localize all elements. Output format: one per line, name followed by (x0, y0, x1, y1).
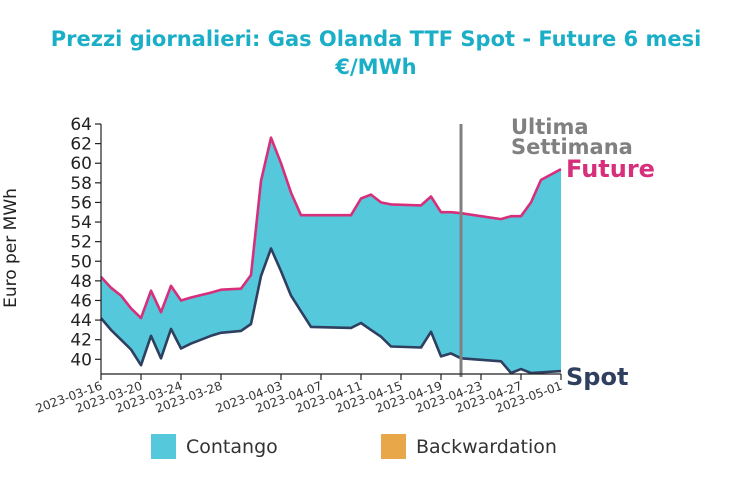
future-series-label: Future (566, 155, 655, 183)
contango-fill-area (101, 137, 561, 373)
spot-series-label: Spot (566, 363, 628, 391)
y-tick-label: 46 (70, 291, 92, 311)
legend-swatch-backwardation (381, 434, 406, 459)
y-tick-label: 56 (70, 193, 92, 213)
y-tick-label: 40 (70, 350, 92, 370)
plot-area: 404244464850525456586062642023-03-162023… (34, 115, 564, 416)
legend-label-backwardation: Backwardation (416, 436, 557, 458)
y-tick-label: 50 (70, 252, 92, 272)
y-axis-label: Euro per MWh (1, 188, 21, 308)
marker-label-line1: Ultima (511, 115, 589, 139)
y-tick-label: 58 (70, 174, 92, 194)
marker-label-line2: Settimana (511, 135, 633, 159)
legend-label-contango: Contango (186, 436, 278, 458)
chart-subtitle: €/MWh (334, 55, 416, 79)
y-tick-label: 60 (70, 154, 92, 174)
y-tick-label: 48 (70, 272, 92, 292)
y-tick-label: 52 (70, 233, 92, 253)
y-tick-label: 54 (70, 213, 92, 233)
future-series-line (100, 136, 562, 320)
chart-title: Prezzi giornalieri: Gas Olanda TTF Spot … (51, 27, 702, 51)
y-tick-label: 42 (70, 331, 92, 351)
legend-swatch-contango (151, 434, 176, 459)
y-tick-label: 62 (70, 135, 92, 155)
spot-series-line (100, 247, 562, 375)
y-tick-label: 44 (70, 311, 92, 331)
y-tick-label: 64 (70, 115, 92, 135)
